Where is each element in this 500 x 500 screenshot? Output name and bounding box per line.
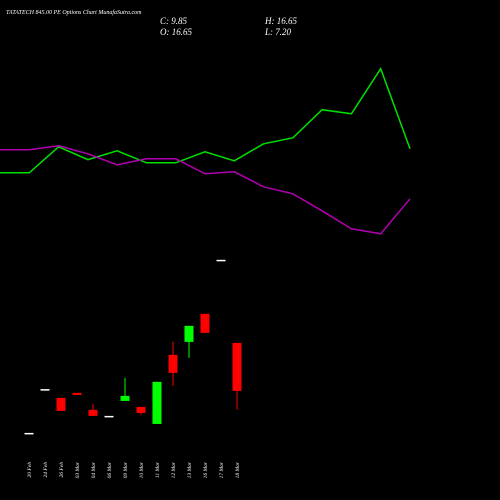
candle-body: [24, 432, 34, 435]
x-tick-label: 04 Mar: [90, 461, 97, 478]
x-tick-label: 13 Mar: [187, 461, 193, 478]
x-tick-label: 11 Mar: [155, 461, 161, 478]
candle-body: [184, 325, 194, 342]
candle-body: [56, 397, 66, 411]
x-tick-label: 26 Feb: [59, 462, 65, 478]
candle-body: [168, 354, 178, 373]
x-tick-label: 20 Feb: [27, 462, 33, 478]
candle-body: [136, 406, 146, 413]
x-tick-label: 06 Mar: [107, 461, 113, 478]
candle-body: [120, 395, 130, 401]
candle-body: [216, 259, 226, 262]
close-info: C: 9.85: [160, 16, 188, 26]
x-tick-label: 12 Mar: [171, 461, 177, 478]
line-series: [0, 145, 411, 235]
x-tick-label: 03 Mar: [75, 461, 81, 478]
x-tick-label: 17 Mar: [219, 461, 225, 478]
open-info: O: 16.65: [160, 27, 192, 37]
candle-body: [200, 313, 210, 333]
x-tick-label: 18 Mar: [235, 461, 241, 478]
x-tick-label: 09 Mar: [123, 461, 129, 478]
candle-body: [152, 381, 162, 424]
x-tick-label: 24 Feb: [42, 462, 49, 478]
candle-body: [104, 415, 114, 418]
candle-body: [40, 389, 50, 391]
x-tick-label: 10 Mar: [139, 461, 145, 478]
high-info: H: 16.65: [264, 16, 297, 26]
candle-body: [232, 342, 242, 391]
candle-body: [88, 409, 98, 416]
line-series: [0, 67, 411, 174]
low-info: L: 7.20: [264, 27, 292, 37]
chart-title: TATATECH 845.00 PE Options Chart MunafaS…: [6, 9, 142, 16]
x-tick-label: 16 Mar: [203, 461, 209, 478]
candle-body: [72, 392, 82, 395]
